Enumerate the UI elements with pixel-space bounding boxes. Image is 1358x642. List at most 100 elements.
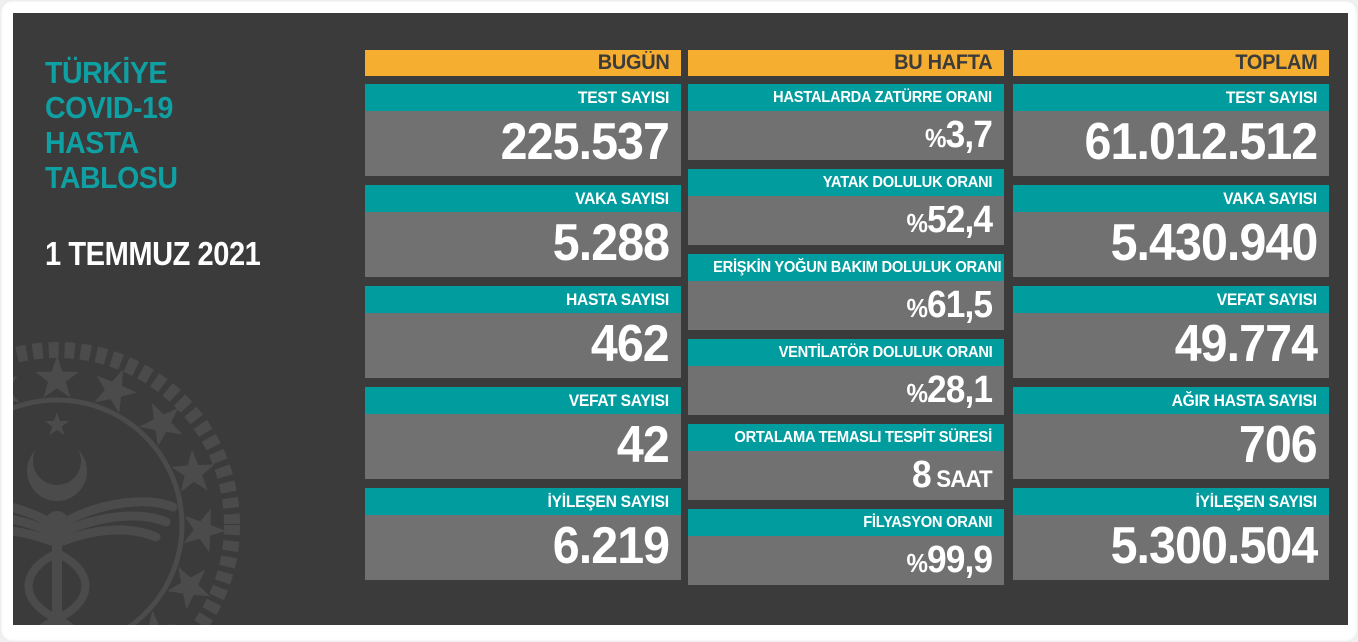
stat-bu-hafta-0: HASTALARDA ZATÜRRE ORANI %3,7 [688,84,1004,160]
stat-value-text: %61,5 [906,281,993,334]
stat-value: 5.430.940 [1013,212,1329,277]
stat-bu-hafta-1: YATAK DOLULUK ORANI %52,4 [688,169,1004,245]
stat-value-text: 49.774 [1174,313,1318,385]
stat-label-text: VAKA SAYISI [1223,189,1317,208]
stat-label: HASTALARDA ZATÜRRE ORANI [688,84,1004,111]
stat-bugun-1: VAKA SAYISI 5.288 [365,185,681,277]
stat-value-number: 49.774 [1174,315,1318,373]
stat-value: 5.300.504 [1013,515,1329,580]
stat-value-text: 5.288 [552,212,670,284]
stat-value-text: 706 [1239,414,1318,486]
stat-label: ORTALAMA TEMASLI TESPİT SÜRESİ [688,424,1004,451]
stat-value-text: %99,9 [906,536,993,589]
stat-label-text: FİLYASYON ORANI [863,514,992,531]
column-header-bugun: BUGÜN [365,50,681,76]
ministry-of-health-emblem-icon [13,342,240,625]
stat-value-number: 61,5 [926,284,993,326]
stat-value: 5.288 [365,212,681,277]
stat-value-number: 99,9 [926,539,993,581]
stat-value-number: 28,1 [926,369,993,411]
stat-label-text: HASTA SAYISI [565,290,669,309]
stat-label-text: VEFAT SAYISI [1216,290,1317,309]
title-line-3: HASTA [45,125,139,160]
stat-value: %61,5 [688,281,1004,330]
stat-label-text: YATAK DOLULUK ORANI [822,174,993,191]
stat-bugun-2: HASTA SAYISI 462 [365,286,681,378]
stat-label-text: ORTALAMA TEMASLI TESPİT SÜRESİ [734,429,992,446]
stat-value-prefix: % [906,208,928,238]
column-header-label: TOPLAM [1234,51,1317,74]
stat-value-text: %3,7 [925,111,993,164]
title-line-1: TÜRKİYE [45,55,167,90]
title-line-4: TABLOSU [45,160,178,195]
stat-bu-hafta-3: VENTİLATÖR DOLULUK ORANI %28,1 [688,339,1004,415]
stat-label: TEST SAYISI [365,84,681,111]
stat-label: VAKA SAYISI [1013,185,1329,212]
stat-label-text: AĞIR HASTA SAYISI [1171,391,1317,410]
stat-value-number: 42 [617,416,670,474]
column-toplam: TOPLAM TEST SAYISI 61.012.512 VAKA SAYISI 5.… [1013,50,1329,589]
stat-label-text: VAKA SAYISI [575,189,669,208]
stat-value-text: 6.219 [552,515,670,587]
stat-value-text: 42 [617,414,670,486]
stat-label-text: İYİLEŞEN SAYISI [547,492,670,511]
column-header-label: BU HAFTA [893,51,992,74]
stat-value-text: %28,1 [906,366,993,419]
stat-value-text: 5.430.940 [1110,212,1318,284]
stat-value-number: 61.012.512 [1084,113,1318,171]
stat-value-text: 8 SAAT [912,451,993,504]
stat-label: HASTA SAYISI [365,286,681,313]
title-line-2: COVID-19 [45,90,173,125]
stat-value: %99,9 [688,536,1004,585]
stat-toplam-0: TEST SAYISI 61.012.512 [1013,84,1329,176]
report-date: 1 TEMMUZ 2021 [45,235,261,272]
stat-value-prefix: % [906,293,928,323]
dashboard-panel: TÜRKİYE COVID-19 HASTA TABLOSU 1 TEMMUZ … [13,13,1348,625]
stat-label: AĞIR HASTA SAYISI [1013,387,1329,414]
stat-value-text: 5.300.504 [1110,515,1318,587]
page-title: TÜRKİYE COVID-19 HASTA TABLOSU [45,55,189,195]
column-header-bu-hafta: BU HAFTA [688,50,1004,76]
stat-label: VENTİLATÖR DOLULUK ORANI [688,339,1004,366]
stat-value: 6.219 [365,515,681,580]
stat-toplam-1: VAKA SAYISI 5.430.940 [1013,185,1329,277]
stat-label: İYİLEŞEN SAYISI [365,488,681,515]
stat-value-number: 3,7 [945,114,993,156]
stat-value-number: 52,4 [926,199,993,241]
stat-bu-hafta-4: ORTALAMA TEMASLI TESPİT SÜRESİ 8 SAAT [688,424,1004,500]
stat-value-number: 6.219 [552,517,670,575]
stat-value-text: 462 [591,313,670,385]
stat-bugun-3: VEFAT SAYISI 42 [365,387,681,479]
column-bu-hafta: BU HAFTA HASTALARDA ZATÜRRE ORANI %3,7 YATA… [688,50,1004,594]
stat-bugun-0: TEST SAYISI 225.537 [365,84,681,176]
stat-label-text: İYİLEŞEN SAYISI [1195,492,1318,511]
stat-value: 462 [365,313,681,378]
stat-value-text: %52,4 [906,196,993,249]
stat-toplam-4: İYİLEŞEN SAYISI 5.300.504 [1013,488,1329,580]
stat-value-text: 225.537 [500,111,670,183]
stat-value: %3,7 [688,111,1004,160]
stat-label-text: TEST SAYISI [577,88,669,107]
column-bugun: BUGÜN TEST SAYISI 225.537 VAKA SAYISI 5.288 H… [365,50,681,589]
stat-value-number: 706 [1239,416,1318,474]
stat-value: %28,1 [688,366,1004,415]
stat-label: VEFAT SAYISI [365,387,681,414]
stat-value-number: 8 [912,454,932,496]
stat-value-number: 5.430.940 [1110,214,1318,272]
stat-value-number: 5.300.504 [1110,517,1318,575]
stat-value-prefix: % [906,378,928,408]
stat-value-text: 61.012.512 [1084,111,1318,183]
stat-value: 61.012.512 [1013,111,1329,176]
stat-value-prefix: % [906,548,928,578]
stat-value-number: 5.288 [552,214,670,272]
stat-label-text: VEFAT SAYISI [568,391,669,410]
stat-value: 42 [365,414,681,479]
stat-value: %52,4 [688,196,1004,245]
stat-value-number: 225.537 [500,113,670,171]
stat-label-text: HASTALARDA ZATÜRRE ORANI [773,89,992,106]
stat-bu-hafta-2: ERİŞKİN YOĞUN BAKIM DOLULUK ORANI %61,5 [688,254,1004,330]
stat-value-number: 462 [591,315,670,373]
stat-bugun-4: İYİLEŞEN SAYISI 6.219 [365,488,681,580]
stat-label-text: ERİŞKİN YOĞUN BAKIM DOLULUK ORANI [713,259,1002,276]
stat-label-text: TEST SAYISI [1225,88,1317,107]
